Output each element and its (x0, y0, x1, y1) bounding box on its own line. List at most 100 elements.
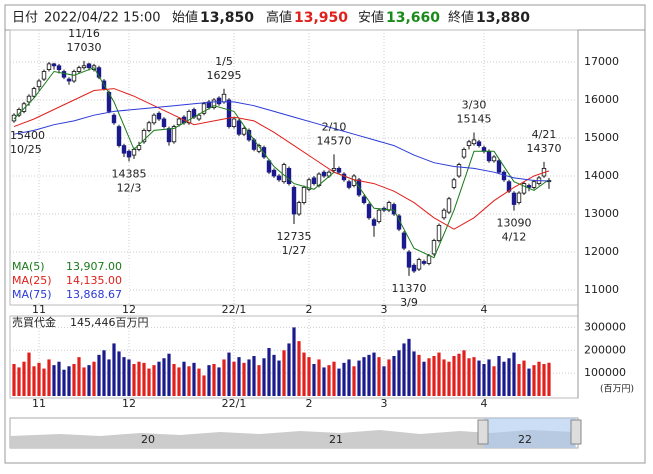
candle-body (161, 118, 167, 127)
volume-bar (207, 365, 211, 396)
annotation-date: 1/27 (282, 244, 307, 257)
volume-bar (542, 364, 546, 396)
candle-body (311, 177, 317, 184)
volume-bar (517, 364, 521, 396)
volume-bar (202, 375, 206, 396)
volume-bar (262, 358, 266, 396)
ma-line (13, 101, 550, 182)
volume-title: 売買代金 (12, 315, 56, 329)
candle-body (211, 99, 217, 108)
candle-body (231, 118, 237, 127)
volume-bar (377, 357, 381, 396)
candle-body (386, 202, 392, 211)
navigator-handle-right[interactable] (570, 419, 582, 445)
close-label: 終値 (448, 10, 474, 26)
x-tick-label: 11 (32, 303, 46, 316)
candle-body (416, 259, 422, 270)
volume-bar (347, 359, 351, 396)
x-tick-label: 2 (306, 303, 313, 316)
volume-bar (342, 362, 346, 396)
date-label: 日付 (12, 11, 38, 26)
candle-body (401, 232, 407, 249)
x-tick-label: 22/1 (222, 303, 247, 316)
volume-bar (297, 341, 301, 396)
candle-body (121, 145, 127, 154)
volume-bar (387, 359, 391, 396)
candle-body (21, 103, 27, 112)
navigator-label: 20 (141, 433, 155, 446)
x-tick-label: 3 (381, 303, 388, 316)
high-label: 高値 (266, 10, 292, 26)
candle-body (336, 167, 342, 173)
candle-body (141, 129, 147, 143)
candle-body (196, 114, 202, 120)
candle-body (136, 145, 142, 150)
volume-bar (397, 350, 401, 396)
open-value: 13,850 (200, 10, 254, 26)
candle-body (131, 148, 137, 156)
volume-bar (247, 359, 251, 396)
annotation-date: 10/25 (10, 143, 42, 156)
volume-last: 145,446百万円 (70, 316, 149, 329)
candle-body (86, 63, 92, 69)
annotation-value: 14370 (527, 142, 562, 155)
navigator-label: 21 (329, 433, 343, 446)
volume-bar (237, 357, 241, 396)
volume-bar (32, 366, 36, 396)
volume-bar (482, 364, 486, 396)
volume-bar (47, 359, 51, 396)
annotation-date: 3/9 (400, 296, 418, 309)
close-value: 13,880 (476, 10, 530, 26)
navigator-handle-left[interactable] (477, 419, 489, 445)
volume-bar (422, 361, 426, 396)
volume-bar (437, 352, 441, 396)
y-tick-label: 17000 (584, 55, 619, 68)
annotation-value: 12735 (277, 230, 312, 243)
volume-bar (162, 358, 166, 396)
legend-value: 13,907.00 (66, 260, 122, 273)
candle-body (216, 97, 222, 105)
volume-bar (17, 367, 21, 396)
volume-bar (82, 367, 86, 396)
candle-body (201, 103, 207, 114)
volume-bar (277, 360, 281, 396)
legend-value: 14,135.00 (66, 274, 122, 287)
volume-bar (282, 350, 286, 396)
low-label: 安値 (358, 10, 384, 26)
candle-body (466, 141, 472, 146)
volume-bar (232, 361, 236, 396)
volume-bar (477, 360, 481, 396)
volume-bar (117, 351, 121, 396)
navigator-window[interactable] (484, 418, 576, 448)
candle-body (436, 224, 442, 241)
volume-bar (322, 367, 326, 396)
candle-body (286, 167, 292, 184)
volume-bar (487, 359, 491, 396)
volume-bar (527, 368, 531, 396)
volume-bar (412, 351, 416, 396)
volume-bar (52, 365, 56, 396)
volume-bar (292, 327, 296, 396)
volume-bar (497, 356, 501, 396)
candle-body (486, 150, 492, 162)
candle-body (471, 139, 477, 145)
candle-body (351, 175, 357, 186)
y-tick-label: 13000 (584, 207, 619, 220)
volume-bar (27, 352, 31, 396)
candle-body (411, 264, 417, 272)
navigator-label: 22 (518, 433, 532, 446)
candle-body (271, 169, 277, 177)
volume-bar (192, 362, 196, 396)
candle-body (51, 63, 57, 67)
x-tick-label: 4 (481, 397, 488, 410)
volume-bar (287, 343, 291, 396)
volume-bar (407, 338, 411, 396)
ma-line (13, 67, 550, 259)
volume-bar (432, 356, 436, 396)
annotation-value: 13090 (497, 217, 532, 230)
volume-bar (227, 352, 231, 396)
candle-body (116, 126, 122, 146)
volume-bar (22, 361, 26, 396)
volume-bar (222, 359, 226, 396)
volume-bar (252, 356, 256, 396)
